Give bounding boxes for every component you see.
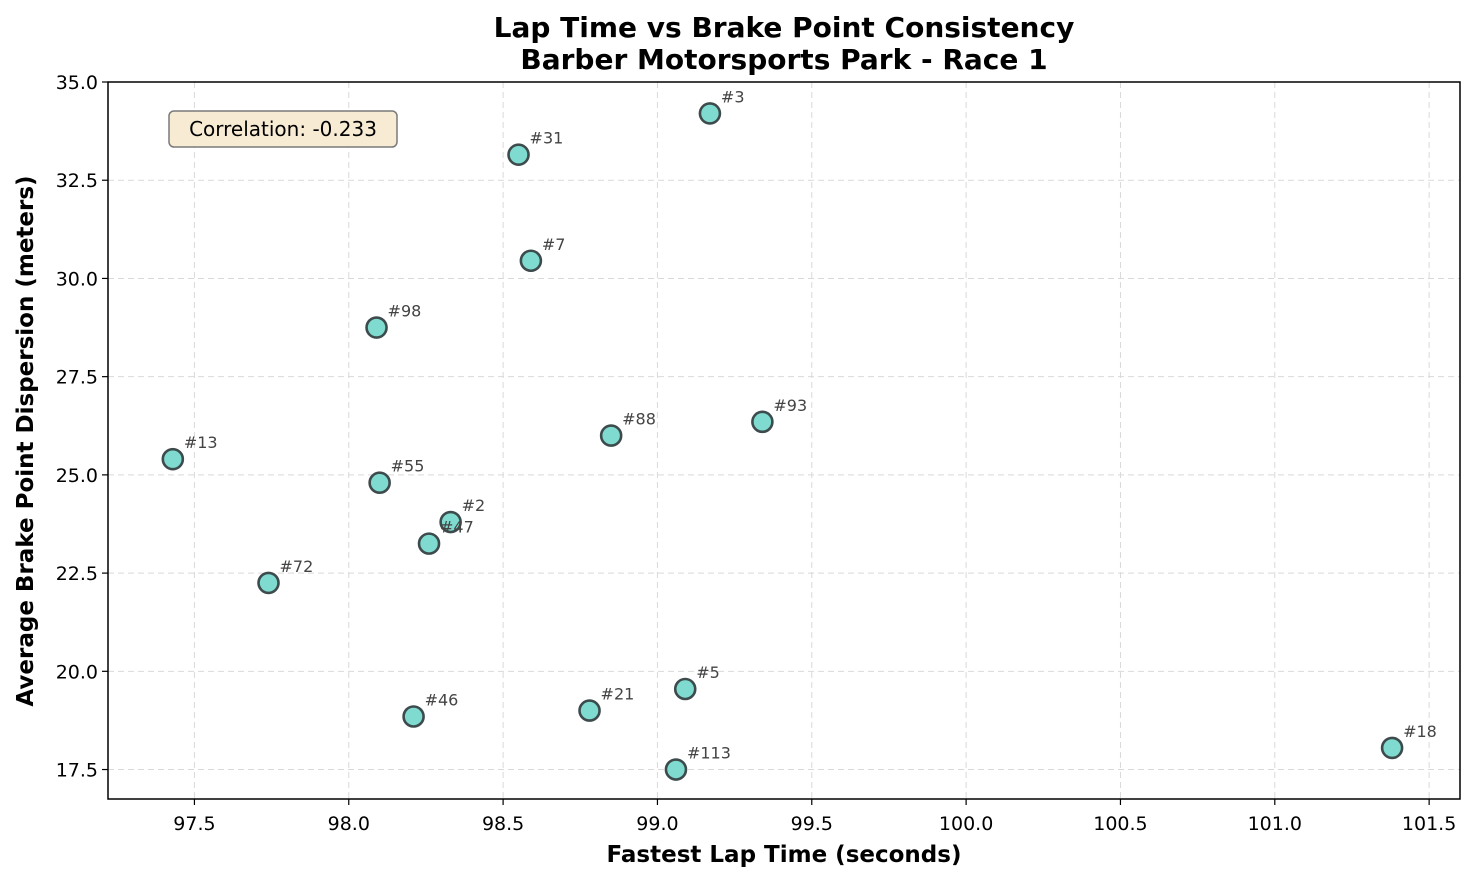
y-tick-label: 20.0 — [56, 661, 98, 683]
data-point — [664, 758, 688, 781]
x-axis-label: Fastest Lap Time (seconds) — [607, 842, 962, 868]
x-tick-label: 97.5 — [173, 813, 215, 835]
x-tick-label: 98.0 — [328, 813, 370, 835]
y-tick-label: 22.5 — [56, 563, 98, 585]
data-point — [519, 249, 543, 273]
data-point — [698, 102, 722, 125]
chart-subtitle: Barber Motorsports Park - Race 1 — [520, 43, 1047, 76]
data-point — [578, 699, 601, 722]
correlation-annotation: Correlation: -0.233 — [168, 110, 398, 148]
point-label: #31 — [530, 129, 564, 148]
point-label: #2 — [462, 496, 486, 515]
x-tick-label: 99.0 — [636, 813, 678, 835]
point-label: #7 — [542, 235, 566, 254]
y-tick-label: 25.0 — [56, 465, 98, 487]
data-point — [673, 677, 697, 701]
x-tick-label: 100.5 — [1093, 813, 1147, 835]
y-tick-label: 27.5 — [56, 367, 98, 389]
correlation-text: Correlation: -0.233 — [189, 117, 377, 141]
y-tick-label: 32.5 — [56, 170, 98, 192]
y-tick-label: 35.0 — [56, 72, 98, 94]
data-point — [368, 471, 391, 495]
data-point — [365, 316, 388, 339]
point-label: #88 — [622, 410, 656, 429]
y-axis-label: Average Brake Point Dispersion (meters) — [13, 175, 39, 706]
point-label: #47 — [440, 518, 474, 537]
x-tick-label: 101.5 — [1402, 813, 1456, 835]
y-axis-ticks: 17.5 20.0 22.5 25.0 27.5 30.0 32.5 35.0 — [56, 72, 108, 782]
point-label: #46 — [425, 690, 459, 709]
data-point — [402, 705, 425, 728]
chart-title: Lap Time vs Brake Point Consistency — [494, 11, 1075, 44]
data-point — [1380, 736, 1404, 760]
x-tick-label: 98.5 — [482, 813, 524, 835]
x-tick-label: 99.5 — [791, 813, 833, 835]
point-label: #93 — [773, 396, 807, 415]
point-label: #113 — [687, 744, 731, 763]
grid-lines — [108, 81, 1460, 799]
data-point — [751, 410, 774, 434]
point-label: #3 — [721, 87, 745, 106]
point-label: #21 — [601, 685, 635, 704]
point-label: #55 — [391, 457, 425, 476]
x-tick-label: 100.0 — [939, 813, 993, 835]
correlation-box — [168, 110, 398, 148]
point-label: #18 — [1403, 722, 1437, 741]
data-point — [417, 532, 441, 555]
point-label: #5 — [696, 663, 720, 682]
point-label: #98 — [388, 302, 422, 321]
y-tick-label: 30.0 — [56, 268, 98, 290]
data-point — [599, 424, 623, 447]
point-label: #13 — [184, 433, 218, 452]
data-points: #3 #31 #7 #98 #88 #93 #13 #55 #2 #47 #72 #5 #21 #46 #1… — [161, 87, 1437, 781]
x-tick-label: 101.0 — [1248, 813, 1302, 835]
x-axis-ticks: 97.5 98.0 98.5 99.0 99.5 100.0 100.5 101.0 101.5 — [173, 799, 1456, 835]
data-point — [161, 447, 185, 471]
data-point — [507, 143, 530, 166]
plot-frame — [107, 81, 1461, 800]
data-point — [439, 510, 462, 534]
data-point — [257, 571, 280, 595]
point-label: #72 — [280, 557, 314, 576]
y-tick-label: 17.5 — [56, 760, 98, 782]
